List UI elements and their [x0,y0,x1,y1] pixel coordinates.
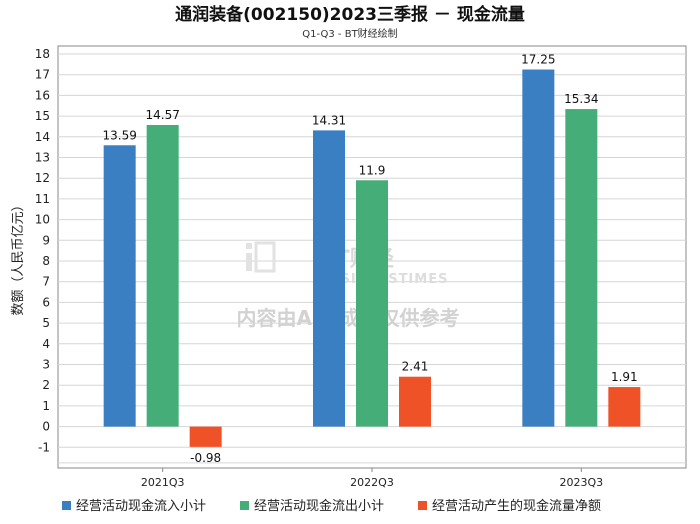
watermark-note: 内容由AI生成，仅供参考 [237,306,460,330]
x-category-label: 2022Q3 [350,476,394,489]
y-tick-label: 7 [42,275,50,289]
x-category-label: 2021Q3 [141,476,185,489]
bar [522,69,555,427]
bt-logo-icon [246,241,276,273]
y-tick-label: 4 [42,337,50,351]
y-tick-label: 1 [42,399,50,413]
data-label: 15.34 [564,92,598,106]
y-tick-label: -1 [38,440,50,454]
y-tick-label: 14 [35,130,50,144]
bar [313,130,345,427]
data-labels: 13.59 14.57 -0.98 14.31 11.9 2.41 17.25 15.34 1.… [102,53,637,465]
bar [146,125,179,427]
y-tick-label: 12 [35,171,50,185]
data-label: 17.25 [521,53,555,67]
legend-swatch [62,501,71,510]
bar [608,387,641,427]
y-tick-label: 3 [42,358,50,372]
y-tick-label: 9 [42,233,50,247]
legend-swatch [240,501,249,510]
data-label: 13.59 [102,128,136,142]
data-label: 14.57 [145,108,179,122]
bar [103,145,136,427]
legend-label: 经营活动产生的现金流量净额 [432,498,601,514]
y-tick-label: 15 [35,109,50,123]
y-tick-label: 2 [42,378,50,392]
chart-subtitle: Q1-Q3 - BT财经绘制 [302,27,397,40]
x-category-label: 2023Q3 [560,476,604,489]
legend: 经营活动现金流入小计 经营活动现金流出小计 经营活动产生的现金流量净额 [62,498,601,514]
legend-label: 经营活动现金流入小计 [76,498,206,514]
bar [565,109,598,427]
bar [189,426,222,447]
y-tick-label: 17 [35,68,50,82]
y-tick-label: 0 [42,420,50,434]
data-label: 11.9 [359,163,386,177]
chart-title: 通润装备(002150)2023三季报 － 现金流量 [175,4,525,25]
y-tick-label: 6 [42,295,50,309]
legend-label: 经营活动现金流出小计 [254,498,384,514]
bar [356,180,388,427]
legend-swatch [418,501,427,510]
y-tick-label: 11 [35,192,50,206]
data-label: 2.41 [402,360,429,374]
y-tick-label: 8 [42,254,50,268]
bar [399,376,431,427]
data-label: -0.98 [190,451,221,465]
y-tick-label: 10 [35,213,50,227]
bars [103,69,641,447]
x-axis-categories: 2021Q3 2022Q3 2023Q3 [141,468,603,489]
data-label: 14.31 [312,113,346,127]
data-label: 1.91 [611,370,638,384]
y-tick-label: 16 [35,88,50,102]
y-tick-label: 18 [35,47,50,61]
y-axis-label: 数额（人民币亿元） [11,198,26,315]
y-tick-label: 5 [42,316,50,330]
y-tick-label: 13 [35,151,50,165]
